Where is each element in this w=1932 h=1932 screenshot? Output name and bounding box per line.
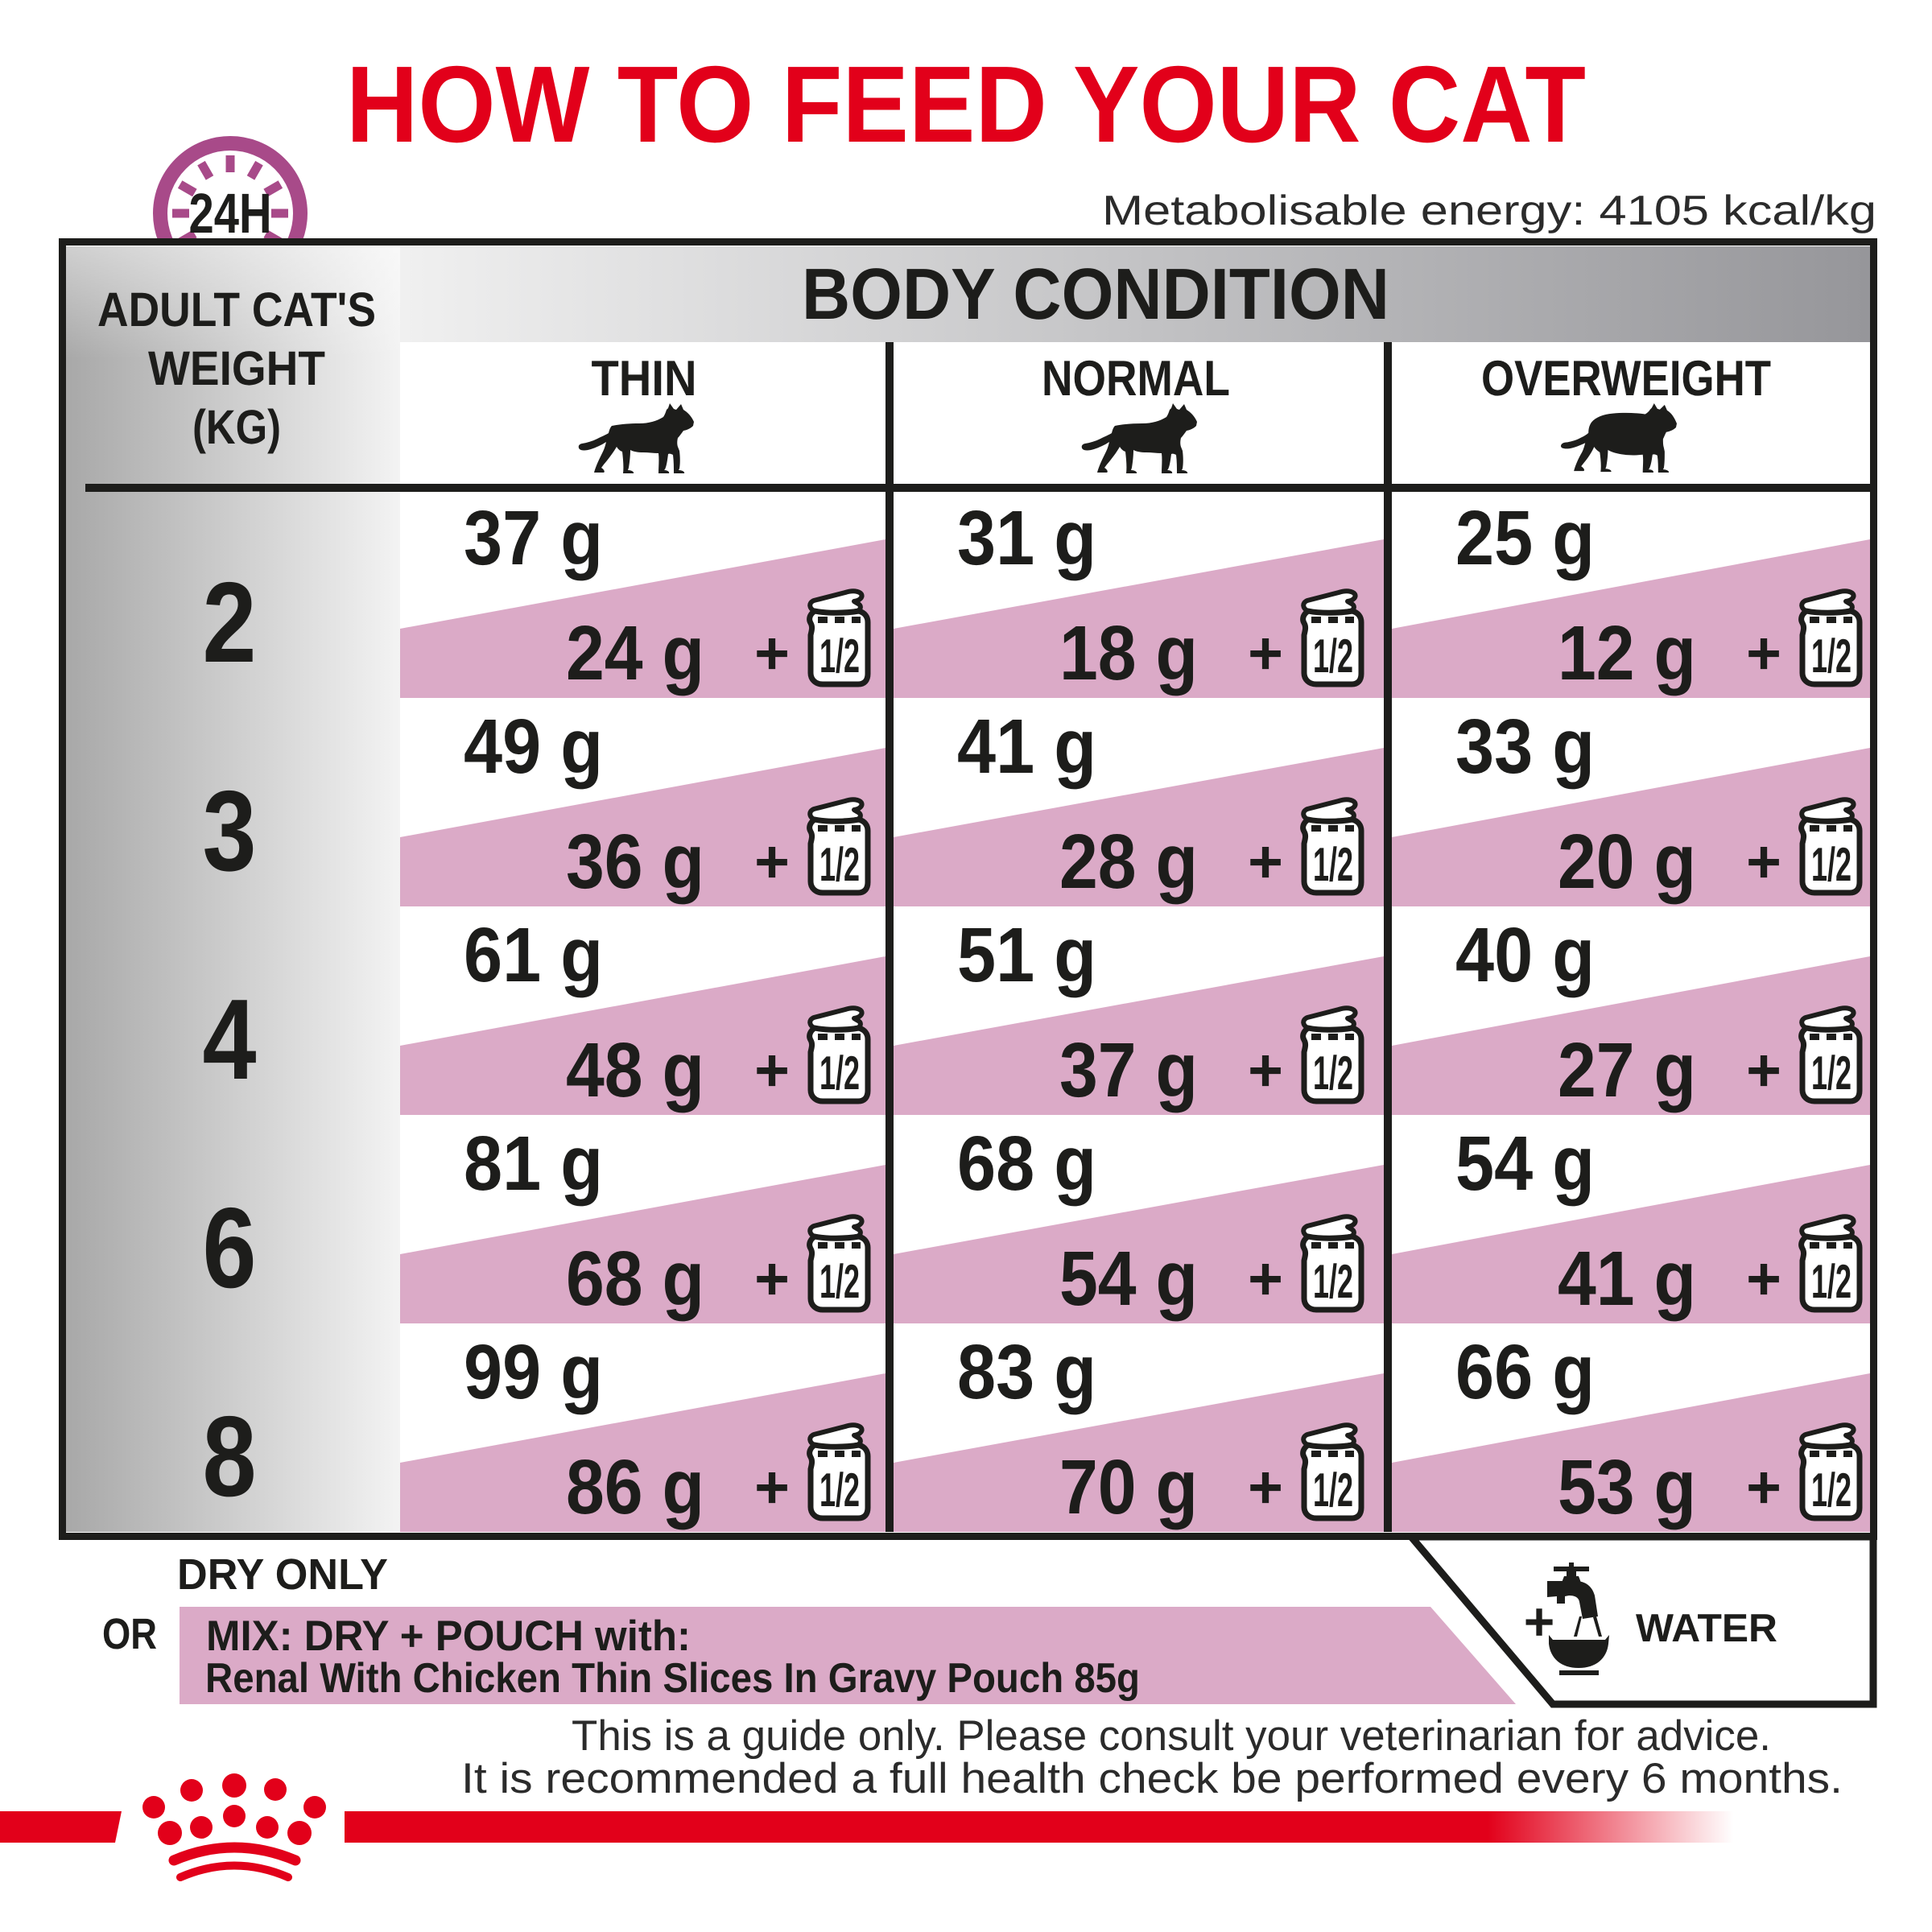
svg-text:+: + xyxy=(754,1036,790,1104)
svg-text:ADULT CAT'S: ADULT CAT'S xyxy=(97,283,376,336)
svg-text:THIN: THIN xyxy=(592,351,697,407)
svg-text:41 g: 41 g xyxy=(1558,1236,1696,1322)
svg-text:1/2: 1/2 xyxy=(819,630,860,683)
svg-text:1/2: 1/2 xyxy=(1313,630,1353,683)
svg-text:It is recommended a full healt: It is recommended a full health check be… xyxy=(461,1755,1843,1802)
svg-text:+: + xyxy=(1746,828,1781,895)
svg-text:6: 6 xyxy=(203,1184,257,1312)
svg-text:25 g: 25 g xyxy=(1455,495,1595,581)
svg-text:+: + xyxy=(1746,1453,1781,1521)
svg-text:1/2: 1/2 xyxy=(1811,1255,1852,1308)
svg-text:68 g: 68 g xyxy=(957,1121,1096,1207)
svg-text:41 g: 41 g xyxy=(957,704,1096,790)
svg-text:36 g: 36 g xyxy=(566,819,704,905)
svg-text:+: + xyxy=(1248,1036,1283,1104)
svg-text:MIX: DRY + POUCH with:: MIX: DRY + POUCH with: xyxy=(206,1612,691,1660)
svg-text:HOW TO FEED YOUR CAT: HOW TO FEED YOUR CAT xyxy=(346,43,1586,165)
svg-text:1/2: 1/2 xyxy=(819,1463,860,1517)
svg-text:48 g: 48 g xyxy=(566,1027,704,1113)
svg-text:37 g: 37 g xyxy=(1059,1027,1198,1113)
svg-text:1/2: 1/2 xyxy=(819,1046,860,1100)
svg-text:66 g: 66 g xyxy=(1455,1329,1595,1415)
svg-text:3: 3 xyxy=(203,767,257,895)
svg-text:+: + xyxy=(1746,1036,1781,1104)
svg-text:24 g: 24 g xyxy=(566,610,704,696)
svg-text:51 g: 51 g xyxy=(957,912,1096,998)
svg-text:1/2: 1/2 xyxy=(1313,1046,1353,1100)
svg-text:+: + xyxy=(1248,619,1283,687)
svg-text:+: + xyxy=(1248,1245,1283,1312)
svg-text:37 g: 37 g xyxy=(464,495,603,581)
svg-text:+: + xyxy=(1248,1453,1283,1521)
svg-text:8: 8 xyxy=(203,1393,257,1521)
svg-text:2: 2 xyxy=(203,559,257,687)
svg-text:40 g: 40 g xyxy=(1455,912,1595,998)
svg-text:+: + xyxy=(754,828,790,895)
svg-text:Metabolisable energy: 4105 kca: Metabolisable energy: 4105 kcal/kg xyxy=(1102,188,1876,234)
svg-text:83 g: 83 g xyxy=(957,1329,1096,1415)
svg-text:WATER: WATER xyxy=(1636,1607,1777,1650)
svg-text:1/2: 1/2 xyxy=(1313,1255,1353,1308)
svg-text:1/2: 1/2 xyxy=(819,838,860,891)
svg-text:This is a guide only. Please c: This is a guide only. Please consult you… xyxy=(572,1712,1771,1760)
svg-text:31 g: 31 g xyxy=(957,495,1096,581)
svg-text:1/2: 1/2 xyxy=(1811,630,1852,683)
svg-text:NORMAL: NORMAL xyxy=(1042,351,1230,407)
svg-text:1/2: 1/2 xyxy=(1811,1046,1852,1100)
svg-text:+: + xyxy=(754,1453,790,1521)
svg-text:54 g: 54 g xyxy=(1059,1236,1198,1322)
svg-text:1/2: 1/2 xyxy=(1313,1463,1353,1517)
svg-text:24H: 24H xyxy=(189,182,272,245)
svg-text:81 g: 81 g xyxy=(464,1121,603,1207)
svg-text:WEIGHT: WEIGHT xyxy=(148,341,325,395)
svg-text:BODY CONDITION: BODY CONDITION xyxy=(802,254,1389,335)
svg-text:DRY ONLY: DRY ONLY xyxy=(177,1550,388,1599)
svg-text:70 g: 70 g xyxy=(1059,1444,1198,1530)
svg-text:1/2: 1/2 xyxy=(1811,1463,1852,1517)
svg-text:33 g: 33 g xyxy=(1455,704,1595,790)
svg-text:68 g: 68 g xyxy=(566,1236,704,1322)
svg-text:4: 4 xyxy=(203,976,257,1104)
svg-text:+: + xyxy=(754,619,790,687)
svg-text:28 g: 28 g xyxy=(1059,819,1198,905)
svg-text:1/2: 1/2 xyxy=(819,1255,860,1308)
svg-text:54 g: 54 g xyxy=(1455,1121,1595,1207)
svg-text:+: + xyxy=(1524,1591,1555,1651)
svg-text:+: + xyxy=(1746,619,1781,687)
svg-text:53 g: 53 g xyxy=(1558,1444,1696,1530)
svg-text:OVERWEIGHT: OVERWEIGHT xyxy=(1481,351,1771,407)
svg-text:Renal With Chicken Thin Slices: Renal With Chicken Thin Slices In Gravy … xyxy=(205,1655,1140,1702)
svg-text:OR: OR xyxy=(102,1610,157,1658)
svg-text:1/2: 1/2 xyxy=(1313,838,1353,891)
svg-text:99 g: 99 g xyxy=(464,1329,603,1415)
svg-text:86 g: 86 g xyxy=(566,1444,704,1530)
svg-text:18 g: 18 g xyxy=(1059,610,1198,696)
svg-text:(KG): (KG) xyxy=(192,400,281,454)
svg-text:27 g: 27 g xyxy=(1558,1027,1696,1113)
svg-text:49 g: 49 g xyxy=(464,704,603,790)
svg-text:+: + xyxy=(1746,1245,1781,1312)
svg-text:12 g: 12 g xyxy=(1558,610,1696,696)
svg-text:+: + xyxy=(754,1245,790,1312)
svg-text:20 g: 20 g xyxy=(1558,819,1696,905)
svg-text:+: + xyxy=(1248,828,1283,895)
svg-text:1/2: 1/2 xyxy=(1811,838,1852,891)
svg-text:61 g: 61 g xyxy=(464,912,603,998)
